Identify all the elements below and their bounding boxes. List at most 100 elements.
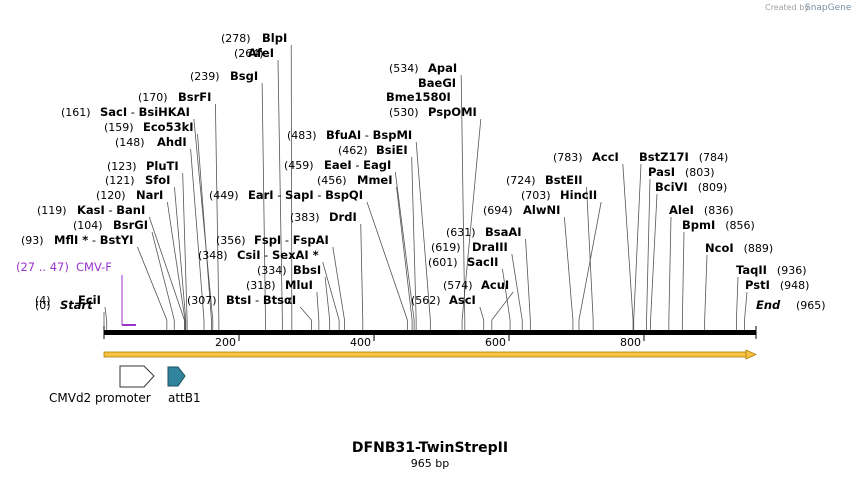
site-name-afei[interactable]: AfeI	[248, 46, 274, 60]
feature-cmvd2-promoter[interactable]: CMVd2 promoter	[49, 365, 155, 405]
site-ahdi[interactable]: AhdI (148)	[115, 135, 187, 149]
site-csii[interactable]: CsiI - SexAI * (348)	[198, 248, 319, 262]
site-pluti[interactable]: PluTI (123)	[107, 159, 179, 173]
site-bcivi[interactable]: BciVI (809)	[655, 180, 727, 194]
site-name-blpi[interactable]: BlpI	[262, 31, 287, 45]
site-eari[interactable]: EarI - SapI - BspQI (449)	[209, 188, 363, 202]
site-acci[interactable]: AccI (783)	[553, 150, 619, 164]
site-bsrfi[interactable]: BsrFI (170)	[138, 90, 211, 104]
site-name-bcivi[interactable]: BciVI	[655, 180, 688, 194]
site-mfli[interactable]: MflI * - BstYI (93)	[21, 233, 133, 247]
site-name-acci[interactable]: AccI	[592, 150, 619, 164]
site-bsteii[interactable]: BstEII (724)	[506, 173, 583, 187]
site-name-bbsi[interactable]: BbsI	[293, 263, 321, 277]
site-name-apai[interactable]: ApaI	[428, 61, 457, 75]
site-name-sfoi[interactable]: SfoI	[145, 173, 170, 187]
site-bsgi[interactable]: BsgI (239)	[190, 69, 258, 83]
site-eco53ki[interactable]: Eco53kI (159)	[104, 120, 194, 134]
site-name-draiii[interactable]: DraIII	[472, 240, 508, 254]
site-name-mfli[interactable]: MflI * - BstYI	[54, 233, 133, 247]
site-asci[interactable]: AscI (562)	[411, 293, 476, 307]
site-name-bsrgi[interactable]: BsrGI	[113, 218, 148, 232]
site-name-bsgi[interactable]: BsgI	[230, 69, 258, 83]
site-name-btsi[interactable]: BtsI - BtsαI	[226, 293, 296, 307]
site-psti[interactable]: PstI (948)	[745, 278, 809, 292]
site-name-bpmi[interactable]: BpmI	[682, 218, 715, 232]
site-name-ecii[interactable]: EciI	[78, 293, 101, 307]
feature-attb1[interactable]: attB1	[167, 366, 201, 405]
site-bstz17i[interactable]: BstZ17I (784)	[639, 150, 728, 164]
site-name-bsiei[interactable]: BsiEI	[376, 143, 408, 157]
site-baegi[interactable]: BaeGI	[418, 76, 456, 90]
site-ncoi[interactable]: NcoI (889)	[705, 241, 773, 255]
site-acui[interactable]: AcuI (574)	[443, 278, 509, 292]
site-pspomi[interactable]: PspOMI (530)	[389, 105, 477, 119]
site-name-bsaai[interactable]: BsaAI	[485, 225, 522, 239]
site-name-bfuai[interactable]: BfuAI - BspMI	[326, 128, 412, 142]
site-name-fspi[interactable]: FspI - FspAI	[254, 233, 329, 247]
site-name-baegi[interactable]: BaeGI	[418, 76, 456, 90]
site-kasi[interactable]: KasI - BanI (119)	[37, 203, 145, 217]
site-name-taqii[interactable]: TaqII	[736, 263, 767, 277]
site-name-eco53ki[interactable]: Eco53kI	[143, 120, 194, 134]
site-bfuai[interactable]: BfuAI - BspMI (483)	[287, 128, 412, 142]
orf-bar[interactable]	[103, 351, 749, 358]
site-name-drdi[interactable]: DrdI	[329, 210, 357, 224]
site-name-pasi[interactable]: PasI	[648, 165, 675, 179]
site-bsiei[interactable]: BsiEI (462)	[338, 143, 408, 157]
site-name-hincii[interactable]: HincII	[560, 188, 597, 202]
site-ecii[interactable]: EciI (4)	[35, 293, 101, 307]
site-saci[interactable]: SacI - BsiHKAI (161)	[61, 105, 190, 119]
site-alei[interactable]: AleI (836)	[669, 203, 734, 217]
orf-arrow[interactable]	[103, 349, 757, 360]
site-name-eari[interactable]: EarI - SapI - BspQI	[248, 188, 363, 202]
attb1-arrow-icon[interactable]	[167, 366, 186, 387]
site-name-bstz17i[interactable]: BstZ17I	[639, 150, 689, 164]
site-name-csii[interactable]: CsiI - SexAI *	[237, 248, 319, 262]
promoter-arrow-icon[interactable]	[119, 365, 155, 388]
site-sacii[interactable]: SacII (601)	[428, 255, 498, 269]
site-name-eaei[interactable]: EaeI - EagI	[324, 158, 391, 172]
site-hincii[interactable]: HincII (703)	[521, 188, 597, 202]
site-mlui[interactable]: MluI (318)	[246, 278, 313, 292]
site-btsi[interactable]: BtsI - BtsαI (307)	[187, 293, 296, 307]
site-drdi[interactable]: DrdI (383)	[290, 210, 357, 224]
site-fspi[interactable]: FspI - FspAI (356)	[216, 233, 329, 247]
site-name-ahdi[interactable]: AhdI	[157, 135, 187, 149]
site-name-bme1580i[interactable]: Bme1580I	[386, 90, 451, 104]
site-name-bsteii[interactable]: BstEII	[545, 173, 583, 187]
site-eaei[interactable]: EaeI - EagI (459)	[284, 158, 391, 172]
site-blpi[interactable]: BlpI (278)	[221, 31, 287, 45]
site-nari[interactable]: NarI (120)	[96, 188, 163, 202]
site-bpmi[interactable]: BpmI (856)	[682, 218, 755, 232]
primer-bar[interactable]	[122, 324, 136, 326]
site-bbsi[interactable]: BbsI (334)	[257, 263, 321, 277]
site-taqii[interactable]: TaqII (936)	[736, 263, 807, 277]
site-name-sacii[interactable]: SacII	[467, 255, 498, 269]
site-afei[interactable]: AfeI(264)	[234, 46, 274, 60]
site-name-bsrfi[interactable]: BsrFI	[178, 90, 211, 104]
site-name-alwni[interactable]: AlwNI	[523, 203, 560, 217]
site-name-pluti[interactable]: PluTI	[146, 159, 179, 173]
site-name-psti[interactable]: PstI	[745, 278, 770, 292]
site-alwni[interactable]: AlwNI (694)	[483, 203, 560, 217]
site-name-alei[interactable]: AleI	[669, 203, 694, 217]
site-name-kasi[interactable]: KasI - BanI	[77, 203, 145, 217]
site-name-asci[interactable]: AscI	[449, 293, 476, 307]
site-bsrgi[interactable]: BsrGI (104)	[73, 218, 148, 232]
site-sfoi[interactable]: SfoI (121)	[105, 173, 170, 187]
site-draiii[interactable]: DraIII (619)	[431, 240, 508, 254]
site-bsaai[interactable]: BsaAI (631)	[446, 225, 522, 239]
site-pasi[interactable]: PasI (803)	[648, 165, 715, 179]
site-apai[interactable]: ApaI (534)	[389, 61, 457, 75]
site-name-mmei[interactable]: MmeI	[357, 173, 393, 187]
site-name-mlui[interactable]: MluI	[285, 278, 313, 292]
primer-cmv-f[interactable]: (27 .. 47) CMV-F	[16, 260, 136, 326]
site-bme1580i[interactable]: Bme1580I	[386, 90, 451, 104]
site-name-nari[interactable]: NarI	[136, 188, 163, 202]
site-name-ncoi[interactable]: NcoI	[705, 241, 734, 255]
site-name-saci[interactable]: SacI - BsiHKAI	[100, 105, 190, 119]
site-mmei[interactable]: MmeI (456)	[317, 173, 393, 187]
site-name-pspomi[interactable]: PspOMI	[428, 105, 477, 119]
site-name-acui[interactable]: AcuI	[481, 278, 509, 292]
